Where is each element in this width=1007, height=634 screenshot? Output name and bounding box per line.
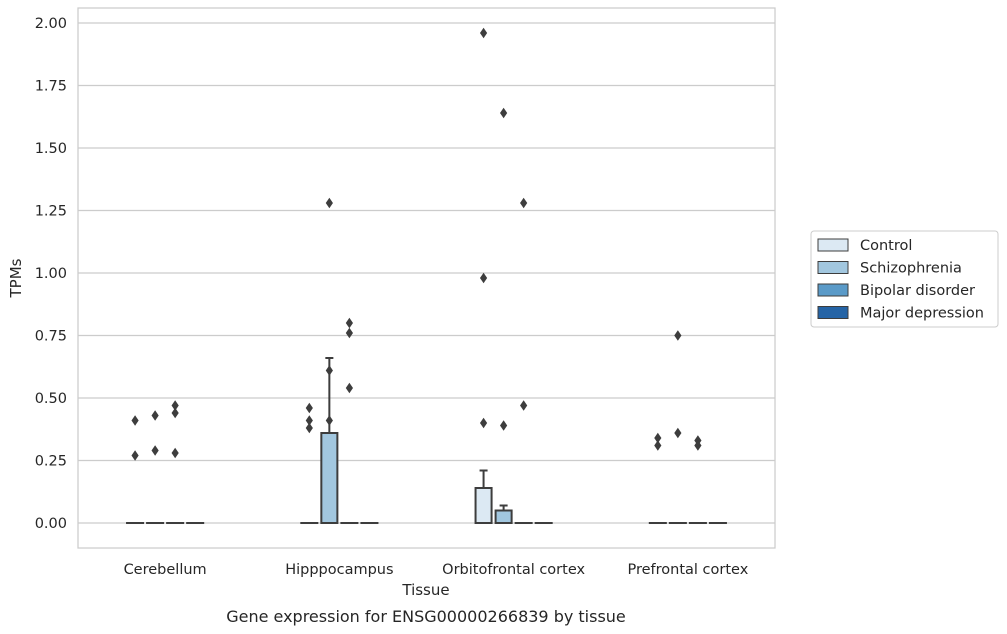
box-control — [474, 487, 493, 524]
x-tick-label: Hipppocampus — [285, 562, 393, 578]
y-tick-label: 1.25 — [35, 204, 67, 220]
outlier-point — [151, 410, 159, 421]
outlier-point — [654, 432, 662, 444]
outlier-point — [325, 415, 333, 426]
plot-area-frame — [77, 7, 776, 549]
legend-swatch — [817, 261, 849, 274]
x-tick-labels: Cerebellum Hipppocampus Orbitofrontal cort… — [124, 562, 749, 578]
outlier-point — [171, 447, 179, 459]
outlier-point — [674, 330, 682, 341]
legend-label: Major depression — [860, 306, 984, 322]
x-tick-label: Cerebellum — [124, 562, 207, 578]
legend-swatch — [817, 306, 849, 319]
outlier-point — [345, 317, 353, 329]
outlier-point — [305, 415, 313, 426]
y-axis-title: TPMs — [7, 258, 25, 298]
outlier-point — [479, 27, 488, 39]
outlier-point — [171, 407, 179, 419]
outlier-point — [654, 440, 662, 451]
outlier-point — [520, 400, 528, 411]
x-axis-title: Tissue — [401, 581, 449, 599]
outlier-point — [305, 422, 313, 434]
chart-caption: Gene expression for ENSG00000266839 by t… — [226, 607, 626, 626]
legend: Control Schizophrenia Bipolar disorder Majo… — [810, 230, 999, 328]
outlier-point — [325, 197, 333, 209]
y-tick-label: 0.75 — [35, 329, 67, 345]
y-tick-label: 1.75 — [35, 79, 67, 95]
y-tick-label: 0.00 — [35, 516, 67, 532]
outlier-point — [345, 327, 353, 339]
outlier-point — [345, 382, 353, 394]
y-tick-label: 1.50 — [35, 141, 67, 157]
outlier-point — [674, 427, 682, 439]
y-tick-label: 2.00 — [35, 16, 67, 32]
outlier-point — [131, 450, 139, 461]
outlier-point — [694, 440, 702, 451]
box-plot-marks — [126, 27, 727, 525]
y-tick-label: 0.50 — [35, 391, 67, 407]
y-tick-labels: 0.00 0.25 0.50 0.75 1.00 1.25 1.50 1.75 2.00 — [35, 16, 67, 532]
outlier-point — [131, 415, 139, 426]
outlier-point — [500, 107, 508, 119]
outlier-point — [479, 417, 488, 429]
box-schizophrenia — [494, 509, 513, 524]
legend-label: Schizophrenia — [860, 261, 962, 277]
outlier-point — [520, 197, 528, 209]
y-tick-label: 0.25 — [35, 454, 67, 470]
y-tick-label: 1.00 — [35, 266, 67, 282]
legend-swatch — [817, 238, 849, 252]
x-tick-label: Prefrontal cortex — [627, 562, 748, 578]
legend-frame — [810, 230, 999, 328]
x-tick-label: Orbitofrontal cortex — [442, 562, 585, 578]
legend-swatch — [817, 283, 849, 297]
box-schizophrenia — [320, 432, 339, 524]
grid-lines — [78, 22, 775, 524]
outlier-point — [151, 445, 159, 456]
outlier-point — [500, 420, 508, 431]
legend-label: Control — [860, 238, 912, 254]
outlier-point — [479, 272, 488, 284]
outlier-point — [325, 365, 333, 376]
legend-label: Bipolar disorder — [860, 283, 975, 299]
outlier-point — [305, 402, 313, 414]
outlier-point — [171, 400, 179, 411]
